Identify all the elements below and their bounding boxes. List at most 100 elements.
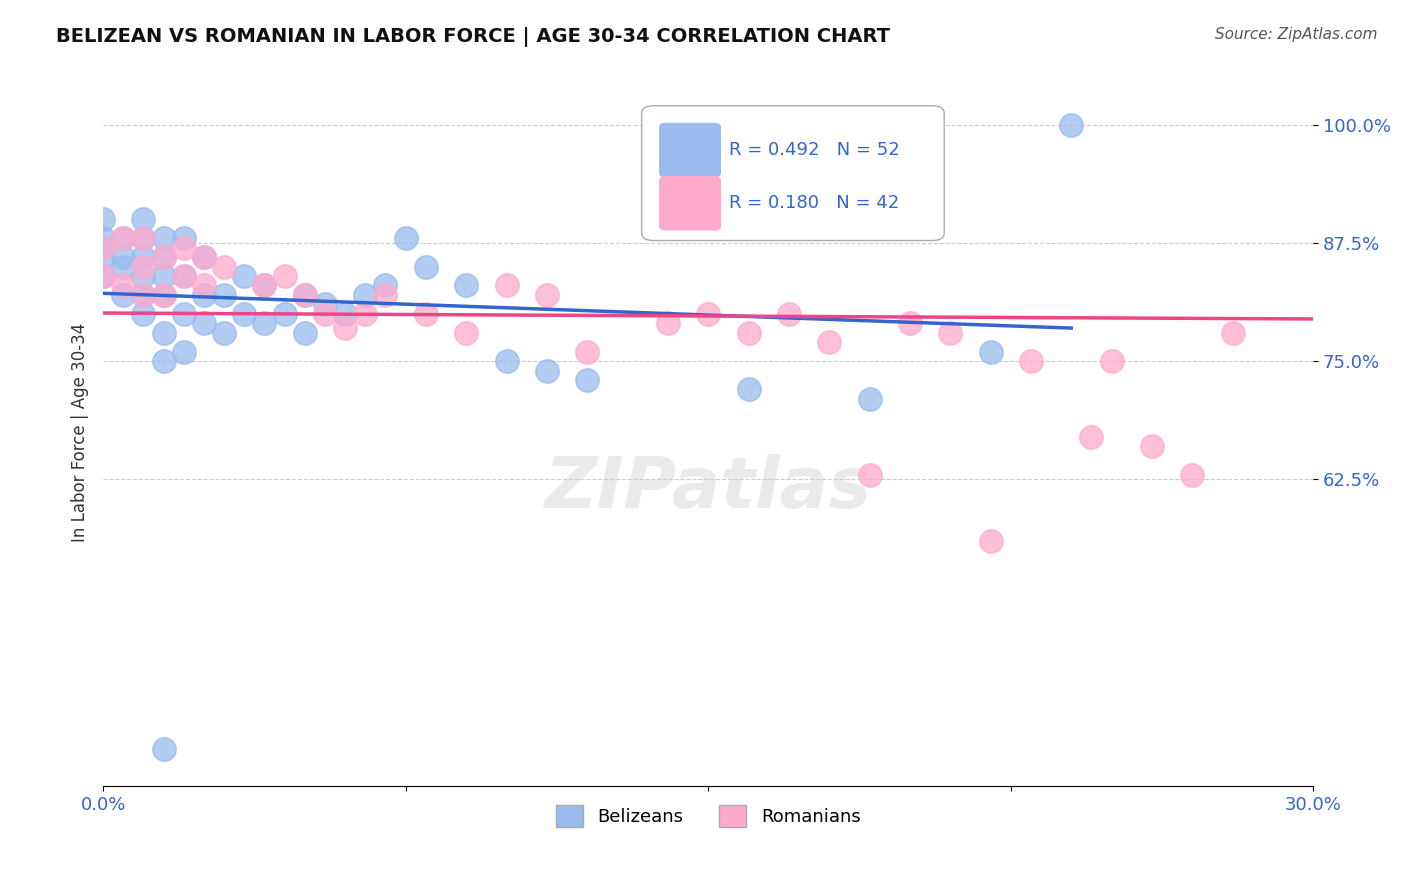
Point <box>132 212 155 227</box>
Point <box>193 316 215 330</box>
Point <box>1060 118 1083 132</box>
Point <box>374 288 396 302</box>
Point <box>91 241 114 255</box>
Point <box>1101 354 1123 368</box>
Point <box>536 288 558 302</box>
Point <box>112 260 135 274</box>
Point <box>939 326 962 340</box>
Point <box>193 250 215 264</box>
Point <box>173 268 195 283</box>
Point <box>212 326 235 340</box>
Point <box>898 316 921 330</box>
Point <box>152 288 174 302</box>
Point <box>233 268 256 283</box>
Point <box>193 250 215 264</box>
Text: R = 0.492   N = 52: R = 0.492 N = 52 <box>728 141 900 159</box>
Point <box>152 250 174 264</box>
Point <box>858 467 880 482</box>
Point <box>173 241 195 255</box>
Point <box>333 307 356 321</box>
Point <box>314 307 336 321</box>
Point <box>495 278 517 293</box>
Point <box>354 307 377 321</box>
Point <box>91 241 114 255</box>
Text: Source: ZipAtlas.com: Source: ZipAtlas.com <box>1215 27 1378 42</box>
Point <box>193 288 215 302</box>
Point <box>576 344 599 359</box>
Point <box>374 278 396 293</box>
Point <box>395 231 418 245</box>
Point <box>294 288 316 302</box>
Point <box>778 307 800 321</box>
Text: BELIZEAN VS ROMANIAN IN LABOR FORCE | AGE 30-34 CORRELATION CHART: BELIZEAN VS ROMANIAN IN LABOR FORCE | AG… <box>56 27 890 46</box>
Point <box>132 231 155 245</box>
Point <box>173 307 195 321</box>
Point <box>1222 326 1244 340</box>
Point <box>212 288 235 302</box>
Point <box>132 260 155 274</box>
Point <box>415 260 437 274</box>
Text: ZIPatlas: ZIPatlas <box>544 454 872 524</box>
Point <box>253 278 276 293</box>
Point <box>132 268 155 283</box>
Point <box>112 278 135 293</box>
Point <box>152 288 174 302</box>
Point <box>737 383 759 397</box>
Point <box>333 321 356 335</box>
Point <box>132 250 155 264</box>
Point <box>495 354 517 368</box>
Point <box>233 307 256 321</box>
Point <box>456 326 478 340</box>
Point <box>273 268 295 283</box>
FancyBboxPatch shape <box>659 177 720 230</box>
Point <box>273 307 295 321</box>
Point <box>536 363 558 377</box>
Point <box>1080 430 1102 444</box>
Text: R = 0.180   N = 42: R = 0.180 N = 42 <box>728 194 898 212</box>
FancyBboxPatch shape <box>659 123 720 177</box>
Legend: Belizeans, Romanians: Belizeans, Romanians <box>548 797 868 834</box>
Point <box>858 392 880 406</box>
Point <box>152 354 174 368</box>
Point <box>112 231 135 245</box>
Point <box>980 344 1002 359</box>
Point <box>152 326 174 340</box>
Point <box>253 278 276 293</box>
Point <box>980 533 1002 548</box>
Point <box>112 250 135 264</box>
Point <box>818 335 841 350</box>
Point <box>697 307 720 321</box>
Point <box>1140 439 1163 453</box>
Point <box>253 316 276 330</box>
Point <box>173 344 195 359</box>
Point <box>737 326 759 340</box>
Point <box>91 250 114 264</box>
Point <box>152 268 174 283</box>
Point <box>132 288 155 302</box>
Point <box>1019 354 1042 368</box>
Point <box>456 278 478 293</box>
FancyBboxPatch shape <box>641 106 945 241</box>
Point <box>152 231 174 245</box>
Point <box>193 278 215 293</box>
Point <box>132 288 155 302</box>
Point <box>657 316 679 330</box>
Point <box>354 288 377 302</box>
Point <box>173 231 195 245</box>
Point <box>314 297 336 311</box>
Point <box>415 307 437 321</box>
Point <box>91 268 114 283</box>
Point <box>91 231 114 245</box>
Point <box>152 250 174 264</box>
Point <box>132 307 155 321</box>
Point <box>152 741 174 756</box>
Point <box>91 268 114 283</box>
Point <box>212 260 235 274</box>
Y-axis label: In Labor Force | Age 30-34: In Labor Force | Age 30-34 <box>72 322 89 541</box>
Point <box>132 231 155 245</box>
Point <box>91 212 114 227</box>
Point <box>294 288 316 302</box>
Point <box>112 288 135 302</box>
Point <box>294 326 316 340</box>
Point <box>576 373 599 387</box>
